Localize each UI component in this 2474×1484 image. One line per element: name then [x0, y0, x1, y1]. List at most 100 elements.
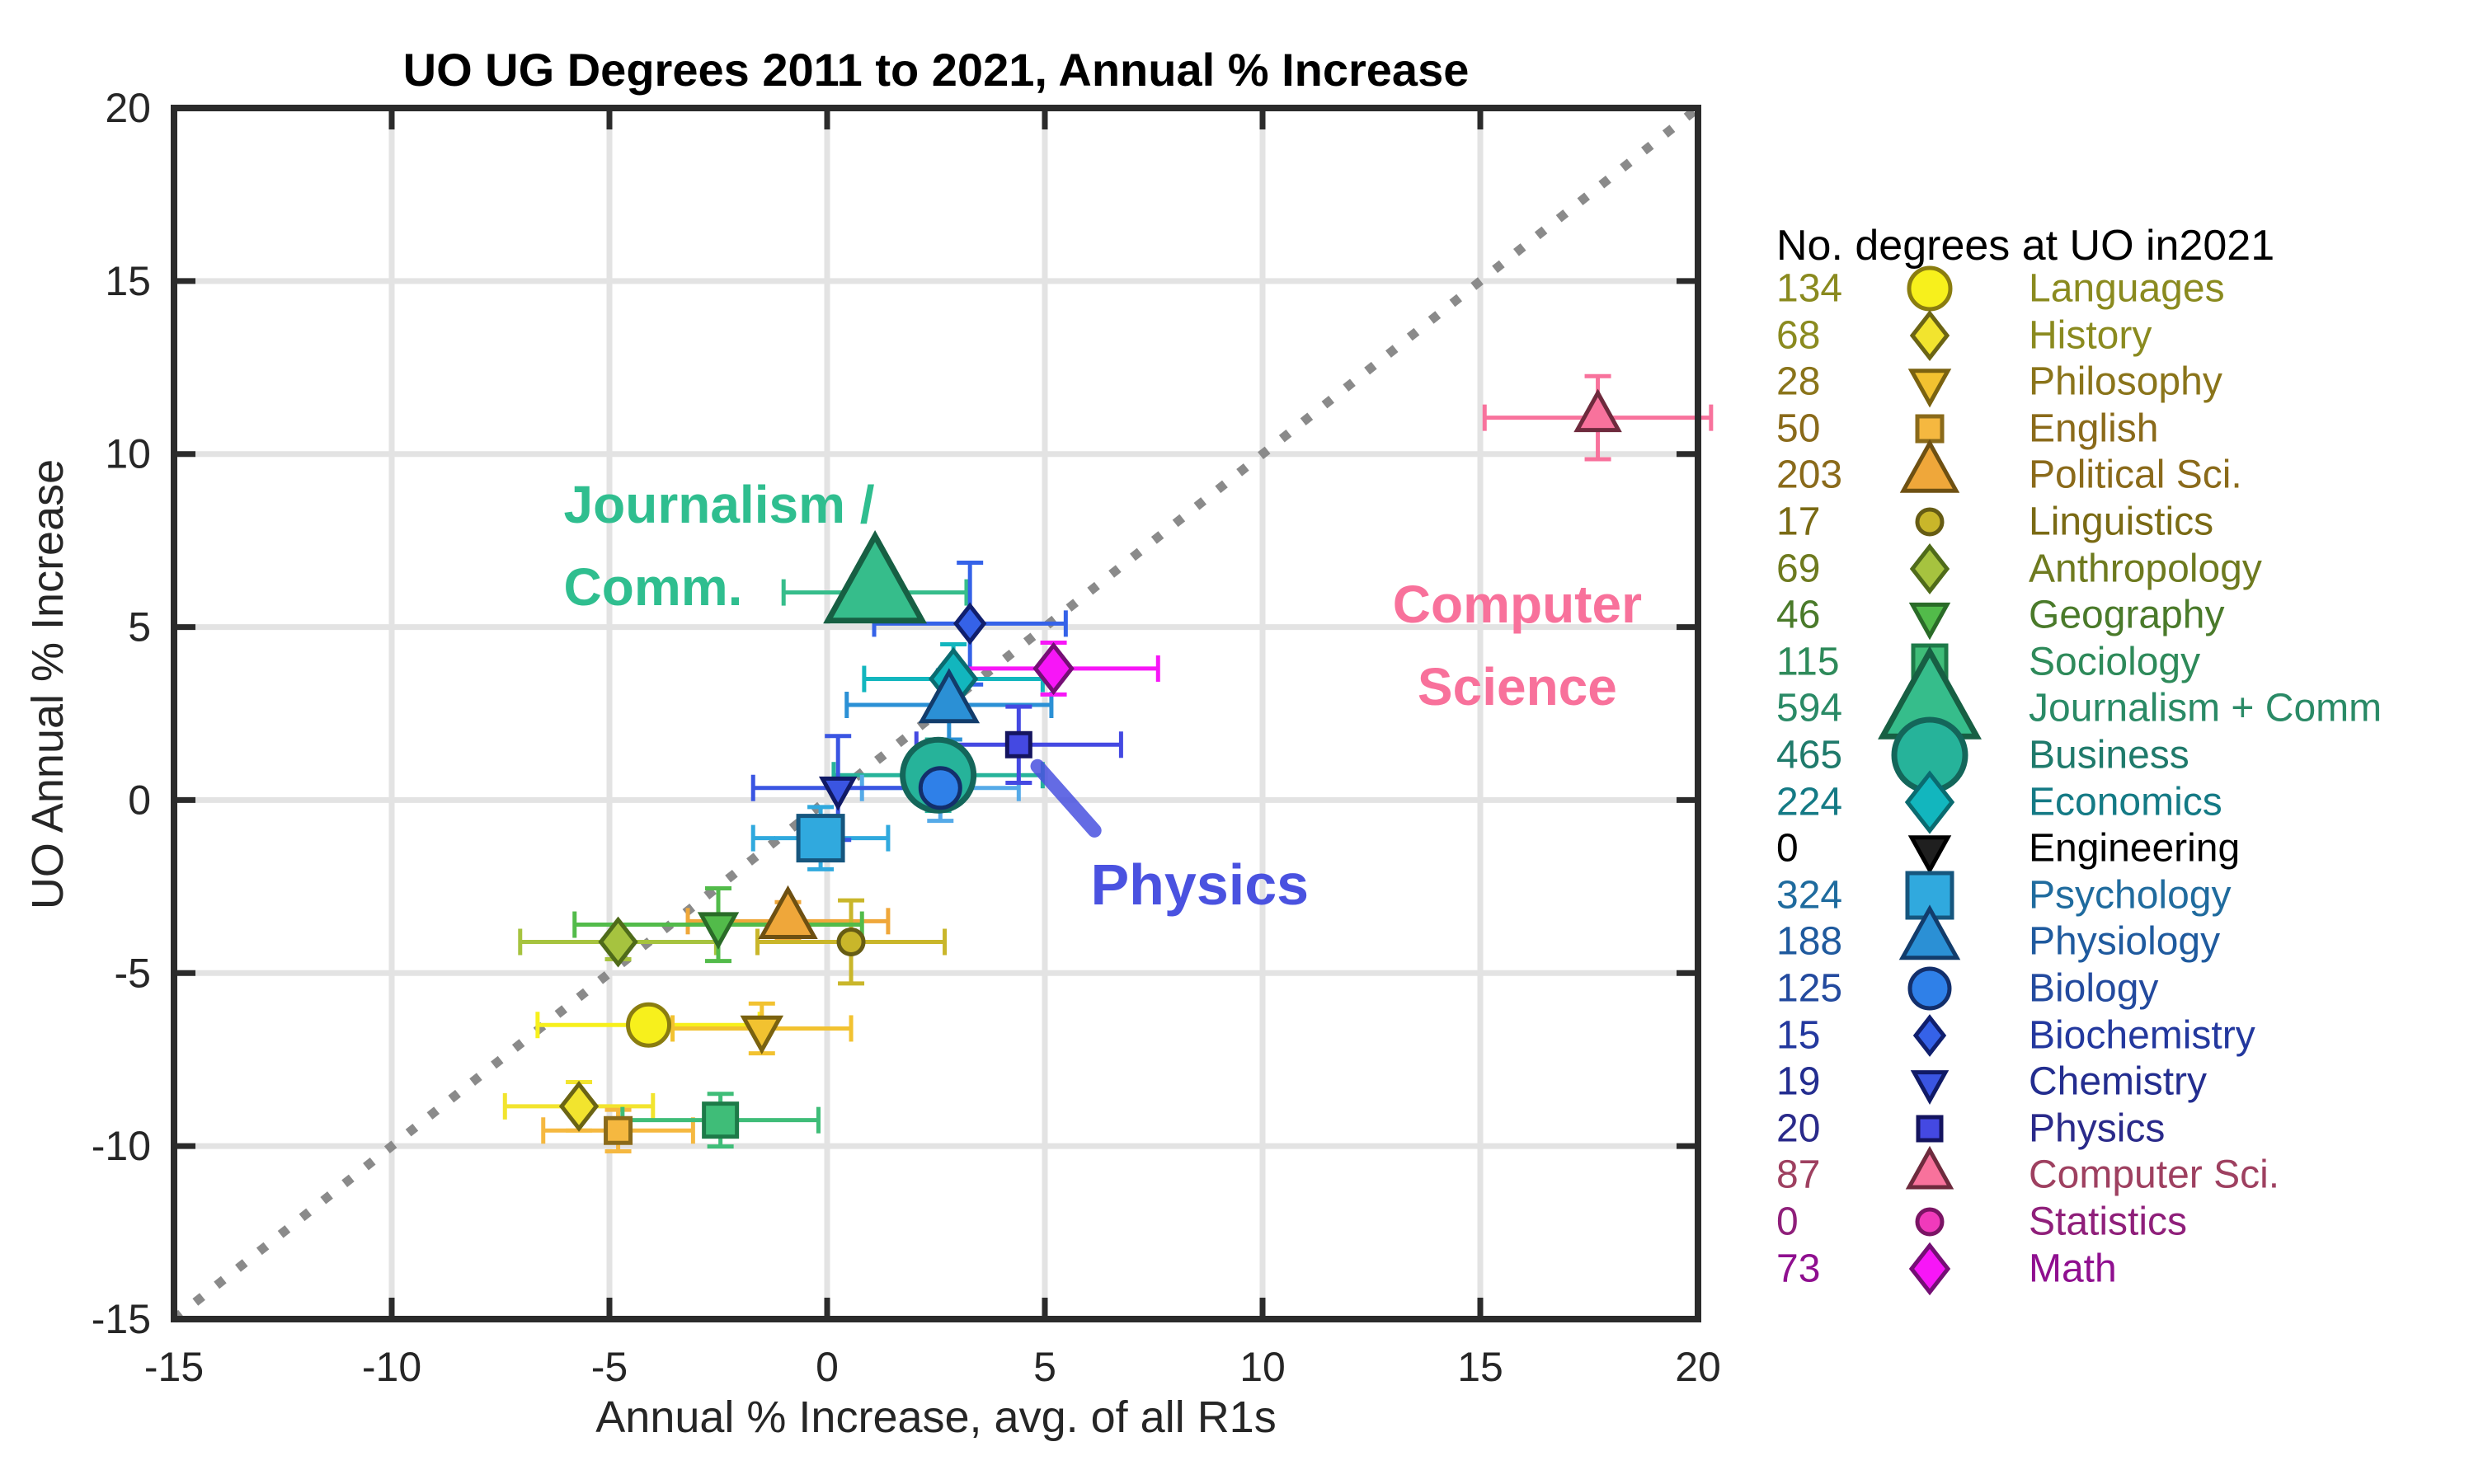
legend-label-business: Business — [2029, 733, 2189, 777]
marker-physics — [1004, 730, 1032, 758]
annotation-line: Physics — [1090, 852, 1310, 917]
legend-label-languages: Languages — [2029, 266, 2225, 311]
legend-count-political-sci: 203 — [1776, 453, 1843, 497]
marker-sociology — [702, 1101, 740, 1139]
marker-journalism-comm — [823, 529, 928, 624]
legend-marker-biology — [1907, 966, 1952, 1011]
legend-label-math: Math — [2029, 1247, 2117, 1291]
legend-marker-history — [1909, 309, 1950, 361]
legend-count-biochemistry: 15 — [1776, 1013, 1821, 1058]
marker-physiology — [918, 668, 981, 724]
legend-count-journalism-comm: 594 — [1776, 686, 1843, 730]
legend-label-sociology: Sociology — [2029, 640, 2201, 684]
legend-count-physics: 20 — [1776, 1106, 1821, 1151]
y-tick-label--15: -15 — [92, 1296, 151, 1342]
legend-label-physiology: Physiology — [2029, 919, 2221, 964]
legend-marker-philosophy — [1907, 369, 1952, 408]
legend-count-statistics: 0 — [1776, 1200, 1799, 1244]
x-tick-label-10: 10 — [1239, 1344, 1286, 1390]
x-tick-label--15: -15 — [144, 1344, 204, 1390]
legend-count-anthropology: 69 — [1776, 547, 1821, 591]
x-tick-label-5: 5 — [1033, 1344, 1056, 1390]
x-tick-label-0: 0 — [816, 1344, 839, 1390]
marker-biology — [918, 766, 962, 810]
legend-label-economics: Economics — [2029, 780, 2222, 824]
marker-computer-sci — [1573, 388, 1622, 433]
legend-marker-anthropology — [1909, 542, 1950, 594]
legend-label-geography: Geography — [2029, 593, 2225, 637]
legend-count-physiology: 188 — [1776, 919, 1843, 964]
legend-label-chemistry: Chemistry — [2029, 1059, 2208, 1104]
legend-marker-linguistics — [1915, 507, 1945, 537]
x-tick-label--5: -5 — [591, 1344, 628, 1390]
legend-marker-biochemistry — [1912, 1013, 1947, 1057]
legend-marker-computer-sci — [1905, 1146, 1954, 1190]
legend-label-biochemistry: Biochemistry — [2029, 1013, 2255, 1058]
legend-label-linguistics: Linguistics — [2029, 500, 2214, 544]
marker-psychology — [796, 814, 845, 863]
marker-history — [558, 1080, 600, 1132]
legend-label-philosophy: Philosophy — [2029, 359, 2222, 404]
legend-count-engineering: 0 — [1776, 826, 1799, 871]
legend-count-economics: 224 — [1776, 780, 1843, 824]
annotation-journalism-comm: Journalism / Comm. — [564, 463, 875, 628]
legend-marker-engineering — [1907, 835, 1952, 875]
legend-count-linguistics: 17 — [1776, 500, 1821, 544]
legend-count-computer-sci: 87 — [1776, 1153, 1821, 1197]
y-tick-label-20: 20 — [105, 85, 151, 131]
legend-count-geography: 46 — [1776, 593, 1821, 637]
annotation-line: Science — [1417, 656, 1617, 716]
y-tick-label-10: 10 — [105, 431, 151, 477]
legend-count-philosophy: 28 — [1776, 359, 1821, 404]
legend-label-english: English — [2029, 406, 2159, 451]
y-tick-label-0: 0 — [128, 777, 151, 823]
legend-label-history: History — [2029, 313, 2152, 358]
legend-count-business: 465 — [1776, 733, 1843, 777]
y-tick-label-5: 5 — [128, 604, 151, 650]
annotation-leader-physics — [1030, 758, 1102, 838]
annotation-line: Comm. — [563, 556, 743, 617]
legend-marker-english — [1915, 414, 1945, 444]
legend-label-anthropology: Anthropology — [2029, 547, 2262, 591]
legend-marker-physics — [1916, 1115, 1944, 1143]
x-tick-label--10: -10 — [362, 1344, 421, 1390]
legend-label-statistics: Statistics — [2029, 1200, 2188, 1244]
y-tick-label-15: 15 — [105, 258, 151, 304]
legend-label-psychology: Psychology — [2029, 873, 2232, 918]
annotation-line: Journalism / — [563, 474, 875, 534]
annotation-physics: Physics — [1090, 843, 1309, 926]
annotation-computer-science: Computer Science — [1393, 563, 1642, 728]
marker-anthropology — [598, 916, 638, 968]
legend-marker-math — [1908, 1242, 1951, 1295]
legend-count-english: 50 — [1776, 406, 1821, 451]
marker-philosophy — [740, 1015, 784, 1054]
legend-label-journalism-comm: Journalism + Comm — [2029, 686, 2382, 730]
legend-marker-geography — [1908, 603, 1951, 641]
legend-label-engineering: Engineering — [2029, 826, 2241, 871]
y-tick-label--10: -10 — [92, 1123, 151, 1169]
legend-count-chemistry: 19 — [1776, 1059, 1821, 1104]
legend-count-math: 73 — [1776, 1247, 1821, 1291]
legend-count-biology: 125 — [1776, 966, 1843, 1011]
legend-count-sociology: 115 — [1776, 640, 1840, 684]
annotation-line: Computer — [1392, 574, 1642, 634]
x-tick-label-20: 20 — [1675, 1344, 1721, 1390]
x-tick-label-15: 15 — [1457, 1344, 1503, 1390]
marker-chemistry — [818, 776, 858, 811]
legend-marker-economics — [1904, 769, 1955, 834]
legend-label-computer-sci: Computer Sci. — [2029, 1153, 2280, 1197]
x-axis-label: Annual % Increase, avg. of all R1s — [595, 1392, 1277, 1442]
marker-languages — [626, 1002, 672, 1048]
marker-political-sci — [758, 885, 818, 940]
marker-biochemistry — [953, 602, 987, 646]
legend-label-physics: Physics — [2029, 1106, 2166, 1151]
legend-title: No. degrees at UO in2021 — [1776, 222, 2275, 270]
chart-title: UO UG Degrees 2011 to 2021, Annual % Inc… — [402, 44, 1470, 96]
marker-english — [604, 1115, 633, 1145]
legend-count-psychology: 324 — [1776, 873, 1843, 918]
legend-marker-chemistry — [1910, 1070, 1950, 1106]
marker-geography — [697, 912, 740, 950]
y-axis-label: UO Annual % Increase — [23, 458, 73, 910]
